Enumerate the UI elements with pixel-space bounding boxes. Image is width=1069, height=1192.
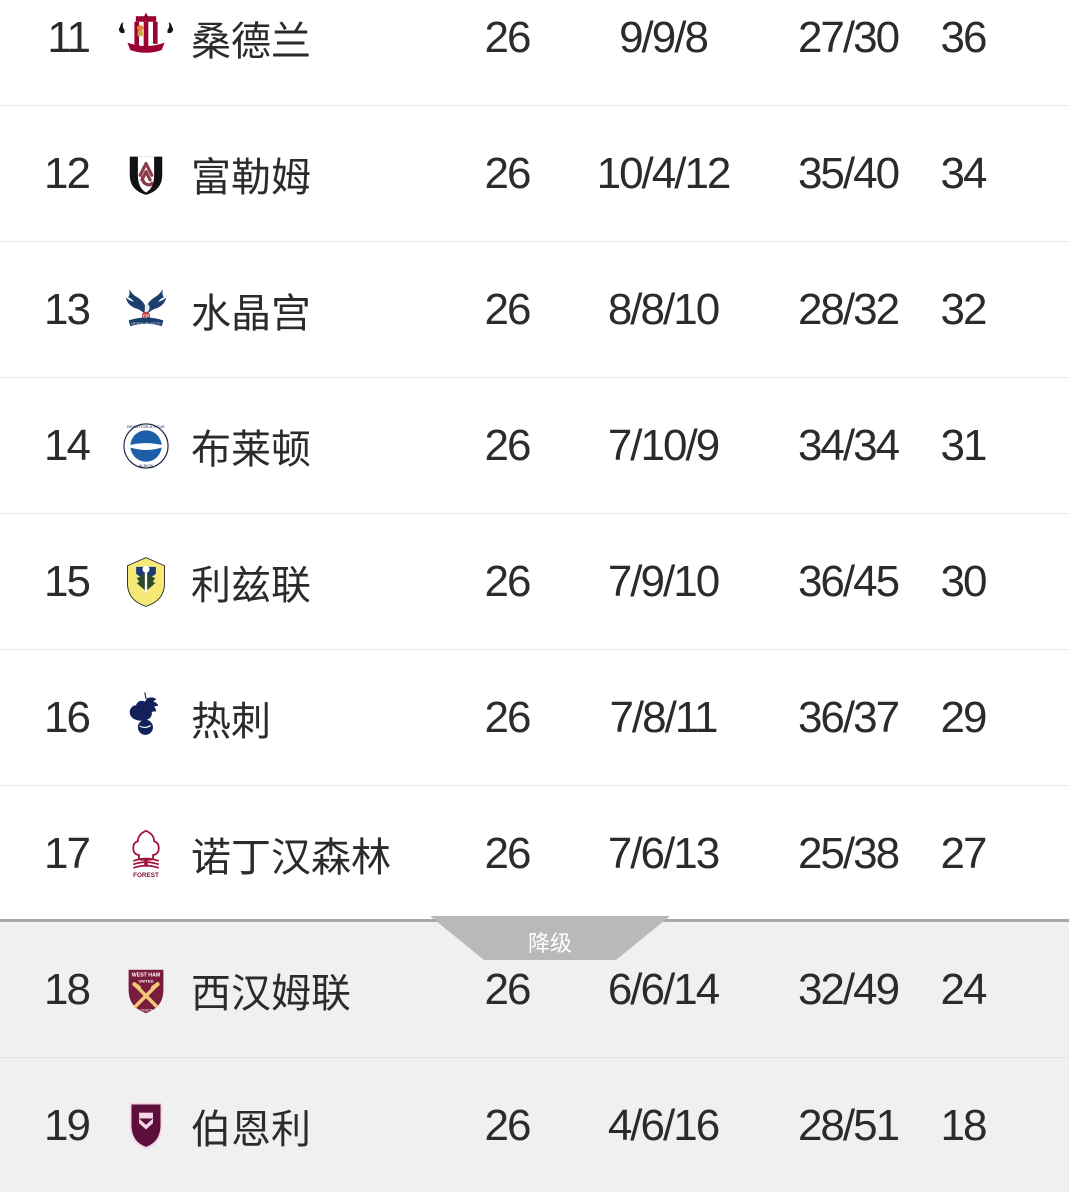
svg-text:FOREST: FOREST [133, 872, 159, 879]
svg-text:WEST HAM: WEST HAM [132, 973, 160, 979]
svg-text:ALBION: ALBION [139, 463, 154, 468]
svg-text:UNITED: UNITED [138, 978, 153, 983]
svg-text:LONDON: LONDON [139, 1008, 154, 1012]
svg-text:BRIGHTON & HOVE: BRIGHTON & HOVE [127, 424, 165, 429]
svg-text:CRYSTAL PALACE FC: CRYSTAL PALACE FC [131, 322, 161, 326]
